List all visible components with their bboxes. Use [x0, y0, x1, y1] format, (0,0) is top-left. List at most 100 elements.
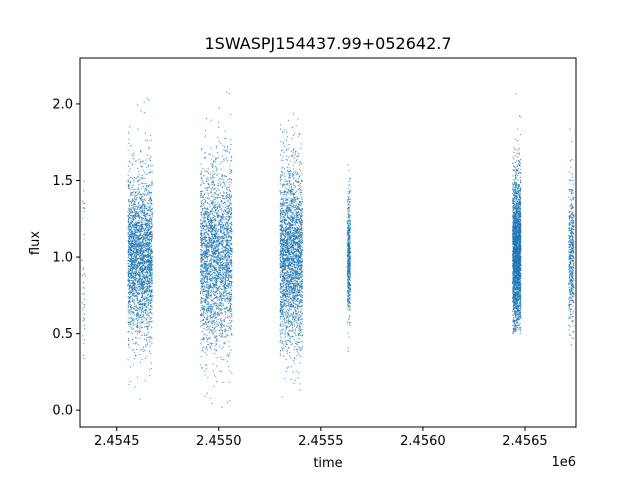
data-point	[134, 232, 137, 234]
data-point	[224, 176, 226, 178]
data-point	[83, 273, 86, 275]
data-point	[223, 256, 225, 258]
data-point	[227, 330, 229, 332]
data-point	[141, 279, 143, 281]
data-point	[211, 305, 213, 307]
data-point	[228, 315, 230, 317]
data-point	[138, 201, 140, 203]
data-point	[133, 261, 135, 263]
data-point	[133, 227, 135, 229]
data-point	[128, 223, 130, 225]
data-point	[216, 231, 218, 234]
data-point	[206, 334, 208, 336]
data-point	[215, 256, 217, 259]
data-point	[83, 328, 86, 330]
data-point	[142, 186, 144, 188]
data-point	[209, 286, 211, 288]
data-point	[226, 334, 228, 336]
data-point	[128, 138, 130, 140]
data-point	[132, 297, 134, 300]
data-point	[221, 333, 223, 335]
data-point	[137, 277, 139, 280]
data-point	[209, 336, 211, 338]
data-point	[148, 300, 150, 302]
data-point	[128, 238, 130, 240]
data-point	[223, 201, 225, 203]
data-point	[149, 264, 152, 266]
data-point	[144, 266, 146, 268]
data-point	[138, 280, 141, 282]
data-point	[150, 293, 152, 295]
data-point	[132, 234, 134, 237]
data-point	[203, 316, 206, 318]
data-point	[221, 347, 223, 350]
data-point	[227, 196, 229, 198]
data-point	[134, 208, 136, 210]
data-point	[214, 348, 216, 350]
data-point	[204, 217, 206, 219]
data-point	[222, 251, 225, 253]
data-point	[144, 187, 147, 190]
data-point	[224, 300, 226, 302]
data-point	[208, 212, 210, 214]
data-point	[132, 364, 134, 366]
data-point	[203, 294, 205, 297]
data-point	[141, 206, 143, 208]
data-point	[151, 233, 153, 235]
data-point	[206, 261, 208, 263]
data-point	[137, 167, 139, 169]
data-point	[151, 216, 153, 218]
data-point	[135, 278, 138, 280]
data-point	[149, 321, 151, 323]
data-point	[218, 189, 220, 192]
data-point	[207, 234, 209, 236]
data-point	[144, 215, 146, 217]
data-point	[136, 245, 138, 247]
data-point	[135, 237, 137, 239]
data-point	[148, 299, 150, 301]
data-point	[146, 326, 148, 328]
data-point	[128, 217, 131, 219]
data-point	[139, 398, 141, 400]
data-point	[210, 289, 212, 291]
data-point	[141, 327, 143, 329]
data-point	[217, 224, 219, 227]
data-point	[142, 210, 144, 212]
data-point	[150, 304, 152, 307]
data-point	[129, 227, 131, 229]
data-point	[215, 170, 217, 172]
data-point	[222, 282, 224, 285]
data-point	[230, 325, 233, 327]
data-point	[207, 289, 209, 292]
data-point	[150, 210, 152, 212]
data-point	[219, 298, 221, 300]
data-point	[222, 210, 224, 212]
data-point	[130, 327, 133, 329]
data-point	[130, 307, 132, 310]
data-point	[225, 307, 227, 309]
data-point	[130, 270, 132, 272]
data-point	[146, 311, 148, 313]
data-point	[202, 267, 204, 269]
data-point	[129, 318, 131, 320]
data-point	[137, 280, 139, 283]
data-point	[230, 208, 232, 210]
data-point	[213, 249, 215, 252]
data-point	[146, 185, 148, 187]
data-point	[219, 192, 222, 194]
data-point	[83, 318, 85, 320]
data-point	[135, 203, 137, 205]
data-point	[134, 283, 136, 285]
data-point	[143, 210, 146, 212]
data-point	[218, 126, 220, 128]
data-point	[136, 330, 138, 332]
data-point	[149, 300, 152, 302]
data-point	[227, 269, 229, 272]
data-point	[131, 268, 133, 270]
data-point	[138, 283, 140, 285]
data-point	[148, 224, 150, 226]
data-point	[220, 259, 222, 262]
data-point	[128, 257, 130, 260]
data-point	[221, 186, 223, 188]
data-point	[201, 222, 203, 225]
